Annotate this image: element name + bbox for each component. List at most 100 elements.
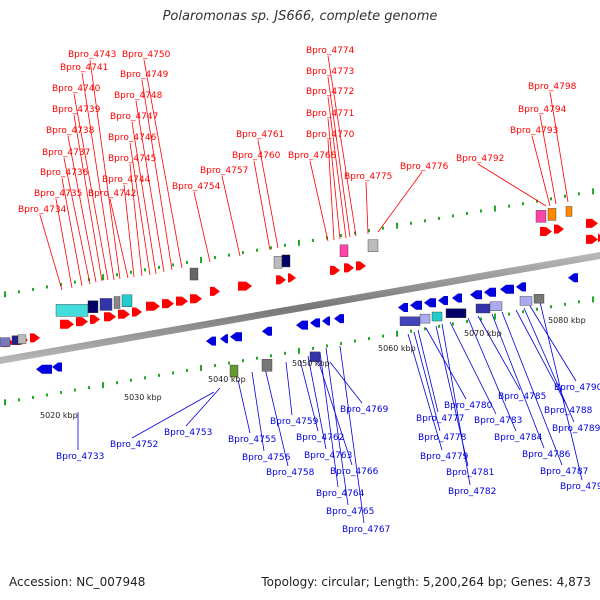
top-gene-connector [257, 139, 279, 249]
upper-tick-track-tick [284, 243, 286, 247]
upper-tick-track-tick [228, 253, 230, 257]
top-gene-label: Bpro_4739 [52, 105, 101, 115]
lower-tick-track-tick [228, 361, 230, 365]
top-gene-label: Bpro_4772 [306, 87, 354, 97]
top-gene-label: Bpro_4760 [232, 151, 281, 161]
upper-tick-track-tick [116, 273, 118, 277]
bottom-gene-label: Bpro_4790 [554, 383, 600, 393]
reverse-gene-arrow [296, 320, 308, 330]
gene-feature-box [519, 296, 533, 306]
lower-tick-track-tick [312, 346, 314, 350]
bottom-gene-label: Bpro_4733 [56, 452, 104, 462]
top-gene-connector [365, 181, 369, 235]
lower-tick-track-tick [32, 395, 34, 399]
bottom-gene-label: Bpro_4758 [266, 468, 315, 478]
gene-feature-box [99, 298, 113, 311]
lower-tick-track-tick [368, 337, 370, 341]
bottom-gene-label: Bpro_4753 [164, 428, 212, 438]
top-gene-label: Bpro_4775 [344, 172, 392, 182]
reverse-gene-arrow [262, 326, 272, 336]
top-gene-connector [253, 160, 271, 251]
lower-tick-track-tick [158, 373, 160, 377]
bottom-gene-label: Bpro_4779 [420, 452, 469, 462]
upper-tick-track-tick [130, 270, 132, 274]
bottom-gene-connector [329, 361, 363, 404]
upper-tick-track-tick [4, 291, 6, 298]
bottom-gene-label: Bpro_4763 [304, 451, 352, 461]
reverse-gene-arrow [322, 316, 330, 326]
top-gene-label: Bpro_4792 [456, 154, 504, 164]
upper-tick-track-tick [256, 248, 258, 252]
top-gene-label: Bpro_4773 [306, 67, 354, 77]
lower-tick-track-tick [284, 351, 286, 355]
gene-feature-box [261, 359, 273, 372]
reverse-gene-arrow [484, 287, 496, 297]
lower-tick-track-tick [452, 322, 454, 326]
upper-tick-track-tick [158, 265, 160, 269]
lower-tick-track-tick [144, 376, 146, 380]
upper-tick-track-tick [144, 268, 146, 272]
lower-tick-track-tick [4, 399, 6, 406]
bottom-gene-connector [407, 333, 443, 451]
gene-feature-box [281, 254, 291, 268]
map-title: Polaromonas sp. JS666, complete genome [162, 9, 438, 24]
top-gene-label: Bpro_4770 [306, 130, 355, 140]
top-gene-connector [221, 175, 241, 257]
top-gene-connector [531, 135, 551, 207]
upper-tick-track-tick [214, 256, 216, 260]
bottom-gene-label: Bpro_4783 [474, 416, 522, 426]
bottom-gene-label: Bpro_4778 [418, 433, 467, 443]
forward-gene-arrow [540, 226, 552, 236]
upper-tick-track-tick [242, 251, 244, 255]
forward-gene-arrow [586, 218, 598, 228]
top-gene-label: Bpro_4794 [518, 105, 567, 115]
lower-tick-track-tick [396, 330, 398, 337]
gene-feature-box [533, 293, 545, 304]
forward-gene-arrow [344, 263, 354, 273]
gene-feature-box [189, 267, 199, 281]
top-gene-connector [129, 163, 143, 277]
forward-gene-arrow [104, 312, 116, 322]
reverse-gene-arrow [452, 293, 462, 303]
gene-feature-box [547, 208, 557, 221]
lower-tick-track-tick [578, 300, 580, 304]
upper-tick-track-tick [466, 211, 468, 215]
upper-tick-track-tick [46, 285, 48, 289]
topology-text: Topology: circular; Length: 5,200,264 bp… [261, 575, 591, 589]
bottom-gene-connector [237, 379, 251, 434]
lower-tick-track-tick [480, 317, 482, 321]
top-gene-label: Bpro_4734 [18, 205, 67, 215]
bottom-gene-connector [413, 331, 441, 432]
lower-tick-track-tick [130, 378, 132, 382]
bottom-gene-label: Bpro_4789 [552, 424, 600, 434]
top-gene-label: Bpro_4798 [528, 82, 577, 92]
upper-tick-track-tick [102, 274, 104, 281]
lower-tick-track-tick [550, 305, 552, 309]
top-gene-label: Bpro_4744 [102, 175, 151, 185]
top-gene-connector [39, 214, 63, 291]
top-gene-label: Bpro_4741 [60, 63, 108, 73]
lower-tick-track-tick [592, 296, 594, 303]
gene-feature-box [121, 294, 133, 307]
bottom-gene-label: Bpro_4765 [326, 507, 374, 517]
upper-tick-track-tick [452, 214, 454, 218]
top-gene-label: Bpro_4743 [68, 50, 116, 60]
lower-tick-track-tick [298, 347, 300, 354]
top-gene-label: Bpro_4771 [306, 109, 354, 119]
top-gene-label: Bpro_4740 [52, 84, 101, 94]
gene-feature-box [367, 239, 379, 252]
reverse-gene-arrow [206, 336, 216, 346]
reverse-gene-arrow [516, 282, 526, 292]
top-gene-label: Bpro_4774 [306, 46, 355, 56]
upper-tick-track-tick [312, 238, 314, 242]
bottom-gene-label: Bpro_4788 [544, 406, 593, 416]
top-gene-connector [55, 198, 73, 289]
lower-tick-track-tick [172, 371, 174, 375]
bottom-gene-label: Bpro_4782 [448, 487, 496, 497]
top-gene-label: Bpro_4745 [108, 154, 156, 164]
lower-tick-track-tick [522, 310, 524, 314]
lower-tick-track-tick [256, 356, 258, 360]
lower-tick-track-tick [326, 344, 328, 348]
top-gene-label: Bpro_4749 [120, 70, 169, 80]
lower-tick-track-tick [102, 382, 104, 389]
